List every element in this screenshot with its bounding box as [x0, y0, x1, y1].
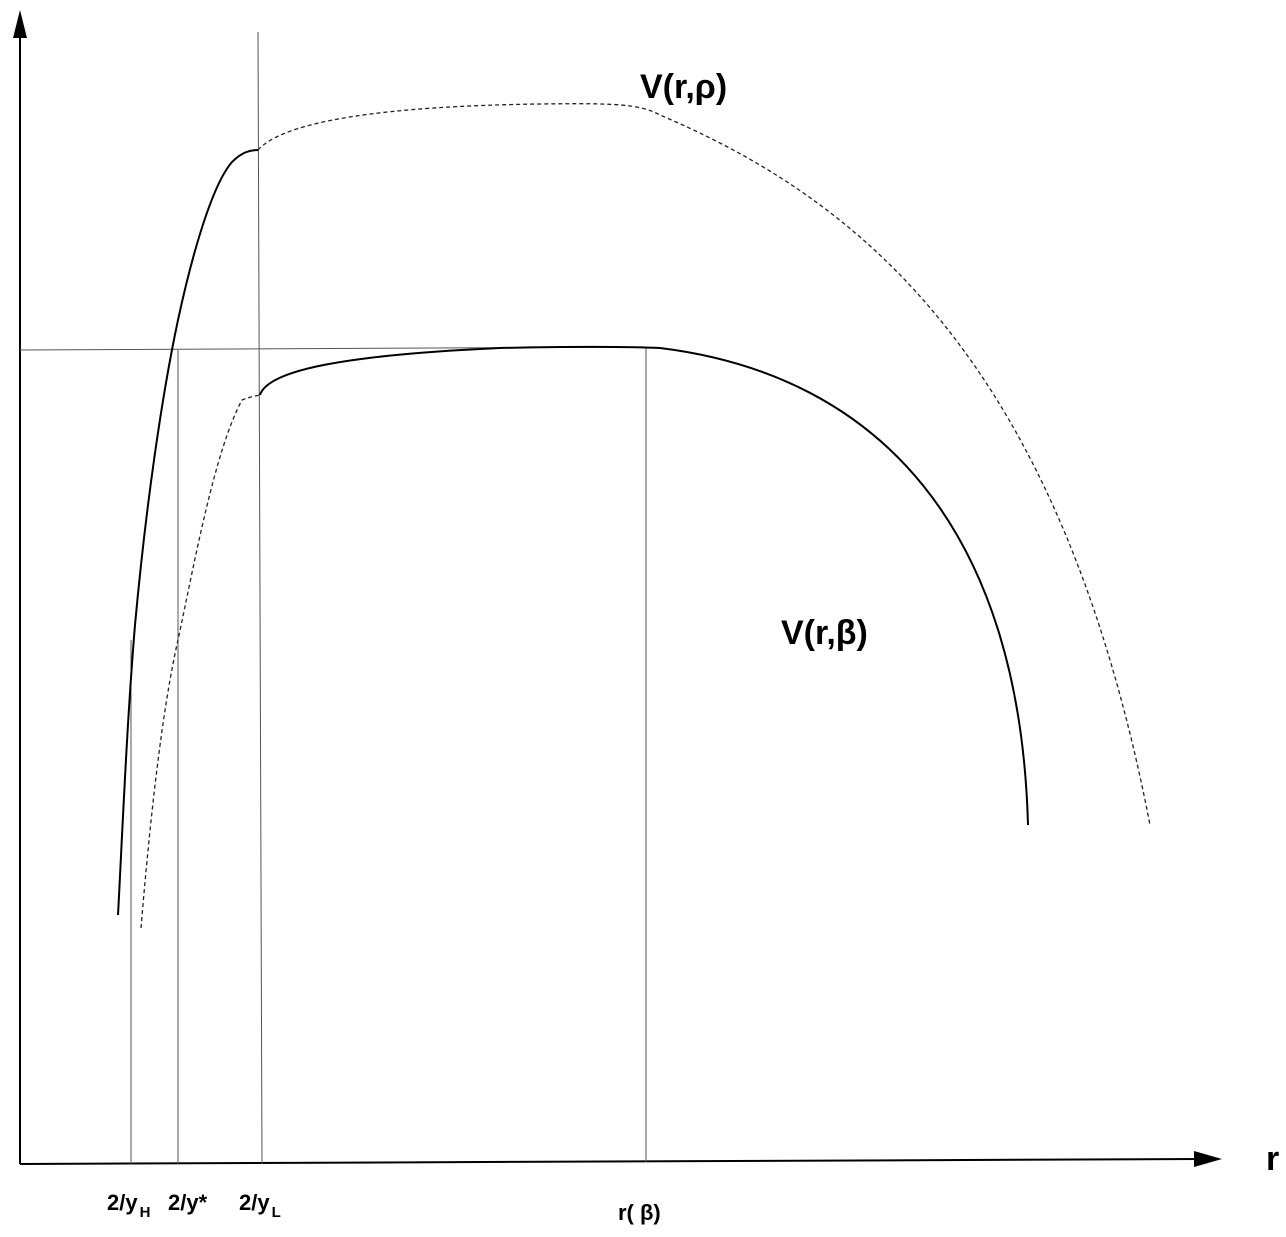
curve-v-r-beta-dashed-segment [140, 394, 261, 929]
tick-label-2-yH: 2/y H [107, 1190, 150, 1221]
guide-lines [19, 31, 647, 1165]
x-axis-arrowhead [1194, 1151, 1222, 1167]
tick-label-2-yL-main: 2/y [239, 1190, 270, 1215]
tick-label-2-ystar: 2/y* [168, 1190, 208, 1215]
label-v-r-rho: V(r,ρ) [640, 68, 727, 106]
tick-label-2-yH-main: 2/y [107, 1190, 138, 1215]
curve-v-r-beta-solid-segment [259, 345, 1029, 826]
label-v-r-beta: V(r,β) [781, 614, 868, 652]
curve-v-r-beta [140, 345, 1029, 929]
guide-vertical-2-yL [257, 31, 263, 1165]
curve-v-r-rho-solid-segment [117, 149, 259, 916]
curve-v-r-rho-dashed-segment [257, 103, 1151, 826]
tick-label-r-beta: r( β) [618, 1200, 661, 1225]
tick-label-2-yH-sub: H [140, 1204, 151, 1221]
axes [13, 10, 1222, 1167]
tick-label-2-yL: 2/y L [239, 1190, 281, 1221]
tick-label-2-yL-sub: L [272, 1204, 281, 1221]
label-x-axis-r: r [1266, 1140, 1279, 1178]
y-axis-arrowhead [13, 10, 27, 38]
x-axis [19, 1158, 1201, 1165]
curve-v-r-rho [117, 103, 1151, 916]
